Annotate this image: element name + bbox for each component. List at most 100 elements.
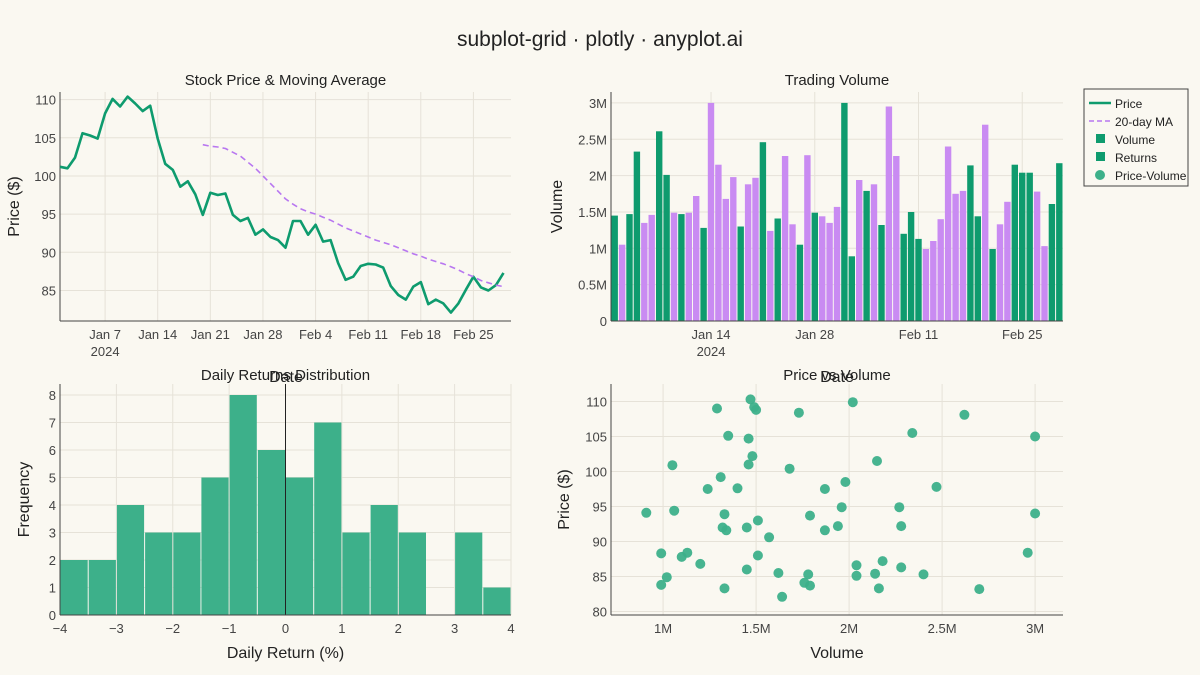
volume-bar <box>930 241 937 321</box>
scatter-point <box>667 460 678 471</box>
volume-bar <box>1033 191 1041 321</box>
volume-bar <box>1041 246 1048 321</box>
price-x-tick: Jan 28 <box>243 327 282 342</box>
scatter-point <box>805 510 815 521</box>
returns-y-tick: 0 <box>49 608 56 623</box>
scatter-y-tick: 100 <box>585 465 607 480</box>
price-x-tick: Feb 18 <box>401 327 441 342</box>
returns-panel-title: Daily Returns Distribution <box>201 367 370 384</box>
histogram-bar <box>229 395 257 615</box>
scatter-point <box>656 579 667 590</box>
scatter-point <box>793 407 804 418</box>
scatter-point <box>784 463 795 474</box>
scatter-point <box>752 550 763 561</box>
price-x-tick: Feb 11 <box>348 327 388 342</box>
returns-x-label: Daily Return (%) <box>227 645 344 662</box>
histogram-bar <box>314 422 342 615</box>
volume-panel-title: Trading Volume <box>785 72 890 89</box>
histogram-bar <box>342 532 370 615</box>
returns-y-tick: 3 <box>49 526 56 541</box>
volume-bar <box>781 156 789 321</box>
scatter-point <box>752 515 763 526</box>
histogram-bar <box>483 587 511 615</box>
scatter-point <box>751 404 762 415</box>
price-y-label: Price ($) <box>6 176 23 236</box>
price-x-tick: Jan 14 <box>138 327 177 342</box>
volume-bar <box>885 106 893 321</box>
scatter-point <box>715 472 726 483</box>
price-line-panel: Stock Price & Moving Average 85 90 95 100 105… <box>6 72 511 386</box>
scatter-point <box>877 556 888 567</box>
volume-bar <box>937 219 944 321</box>
scatter-point <box>641 507 652 518</box>
histogram-bar <box>60 560 88 615</box>
volume-bar <box>915 238 922 321</box>
volume-bar <box>870 184 878 321</box>
volume-bar <box>1056 163 1063 321</box>
scatter-point <box>695 558 706 569</box>
returns-x-tick: 2 <box>395 621 402 636</box>
scatter-y-label: Price ($) <box>556 469 573 529</box>
volume-bar <box>959 190 967 321</box>
moving-average-line <box>202 143 504 288</box>
scatter-point <box>712 403 722 414</box>
scatter-point <box>832 521 843 532</box>
volume-bar <box>804 155 811 321</box>
volume-x-tick: Feb 25 <box>1002 327 1042 342</box>
scatter-point <box>743 459 754 470</box>
volume-bar <box>685 212 692 321</box>
price-series-line <box>59 95 505 314</box>
volume-x-tick: Feb 11 <box>899 327 939 342</box>
volume-bar <box>989 249 996 321</box>
scatter-point <box>719 509 730 520</box>
returns-x-tick: −2 <box>165 621 180 636</box>
volume-bar <box>663 174 670 321</box>
volume-bar <box>893 156 900 321</box>
volume-bar <box>952 193 959 321</box>
scatter-point <box>764 532 775 543</box>
scatter-point <box>732 483 743 494</box>
returns-y-tick: 4 <box>49 498 56 513</box>
legend-item-label: Returns <box>1115 151 1157 165</box>
scatter-point <box>959 409 970 420</box>
legend[interactable]: Price 20-day MA Volume Returns Price-Volume <box>1083 88 1189 187</box>
volume-bar <box>611 215 618 321</box>
scatter-point <box>851 560 862 571</box>
volume-bar <box>656 131 663 321</box>
volume-bar <box>967 165 974 321</box>
volume-bar <box>789 224 796 321</box>
scatter-y-tick: 95 <box>593 500 607 515</box>
scatter-y-tick: 80 <box>593 605 607 620</box>
volume-bar <box>752 177 759 321</box>
legend-item-label: Price-Volume <box>1115 169 1187 183</box>
returns-y-tick: 7 <box>49 416 56 431</box>
volume-bar <box>922 249 930 321</box>
scatter-x-tick: 2.5M <box>928 621 957 636</box>
returns-y-tick: 8 <box>49 388 56 403</box>
volume-bar <box>730 177 737 321</box>
volume-bar <box>878 225 885 321</box>
price-volume-scatter-panel: Price vs Volume 80 85 90 95 100 105 110 1M 1.5M 2M… <box>556 367 1063 662</box>
price-y-tick: 95 <box>42 207 56 222</box>
volume-x-label: Date <box>820 369 854 386</box>
volume-bar-panel: Trading Volume 0 0.5M 1M 1.5M 2M 2.5M 3M Jan 14 J… <box>549 72 1063 386</box>
histogram-bar <box>116 505 145 615</box>
volume-bar <box>944 146 952 321</box>
scatter-point <box>836 502 847 513</box>
scatter-point <box>873 583 884 594</box>
histogram-bar <box>370 505 398 615</box>
volume-y-tick: 2.5M <box>578 132 607 147</box>
price-x-tick: Jan 21 <box>191 327 230 342</box>
scatter-point <box>819 484 830 494</box>
volume-x-tick: Jan 14 <box>692 327 731 342</box>
returns-x-tick: 0 <box>282 621 289 636</box>
scatter-point <box>1030 431 1041 442</box>
volume-bar <box>833 206 841 321</box>
histogram-bar <box>145 532 173 615</box>
scatter-point <box>896 521 907 532</box>
volume-y-tick: 0.5M <box>578 278 607 293</box>
volume-y-tick: 0 <box>600 314 607 329</box>
scatter-x-tick: 3M <box>1026 621 1044 636</box>
volume-bar <box>722 198 729 321</box>
volume-bar <box>856 180 863 321</box>
